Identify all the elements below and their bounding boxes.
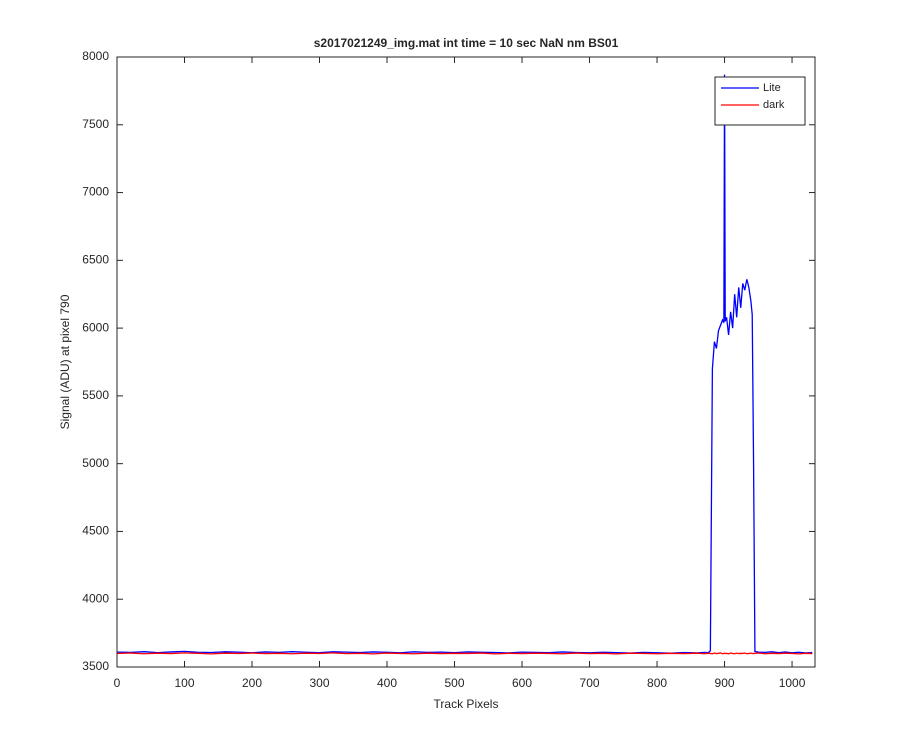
legend-box: [714, 76, 806, 126]
x-tick-label: 200: [242, 676, 262, 690]
y-tick-label: 3500: [82, 659, 109, 673]
x-tick-label: 800: [647, 676, 667, 690]
x-tick-label: 600: [512, 676, 532, 690]
y-tick-label: 7500: [82, 117, 109, 131]
chart-title: s2017021249_img.mat int time = 10 sec Na…: [314, 36, 619, 50]
y-tick-label: 4500: [82, 524, 109, 538]
y-tick-label: 7000: [82, 185, 109, 199]
line-series: [116, 652, 813, 655]
y-tick-label: 6500: [82, 253, 109, 267]
x-tick-label: 0: [114, 676, 121, 690]
legend-label: Lite: [763, 82, 781, 94]
y-tick-label: 8000: [82, 49, 109, 63]
axes-box: [116, 56, 816, 668]
y-tick-label: 5000: [82, 456, 109, 470]
x-tick-label: 500: [445, 676, 465, 690]
x-tick-label: 1000: [779, 676, 806, 690]
x-tick-label: 300: [309, 676, 329, 690]
x-tick-label: 900: [715, 676, 735, 690]
y-tick-label: 4000: [82, 591, 109, 605]
y-tick-label: 6000: [82, 320, 109, 334]
y-axis-label: Signal (ADU) at pixel 790: [58, 294, 72, 429]
x-tick-label: 400: [377, 676, 397, 690]
plot-area: [117, 57, 815, 667]
y-tick-label: 5500: [82, 388, 109, 402]
x-tick-label: 700: [580, 676, 600, 690]
line-series: [116, 74, 813, 654]
x-axis-label: Track Pixels: [434, 697, 499, 711]
legend-label: dark: [763, 99, 785, 111]
x-tick-label: 100: [174, 676, 194, 690]
